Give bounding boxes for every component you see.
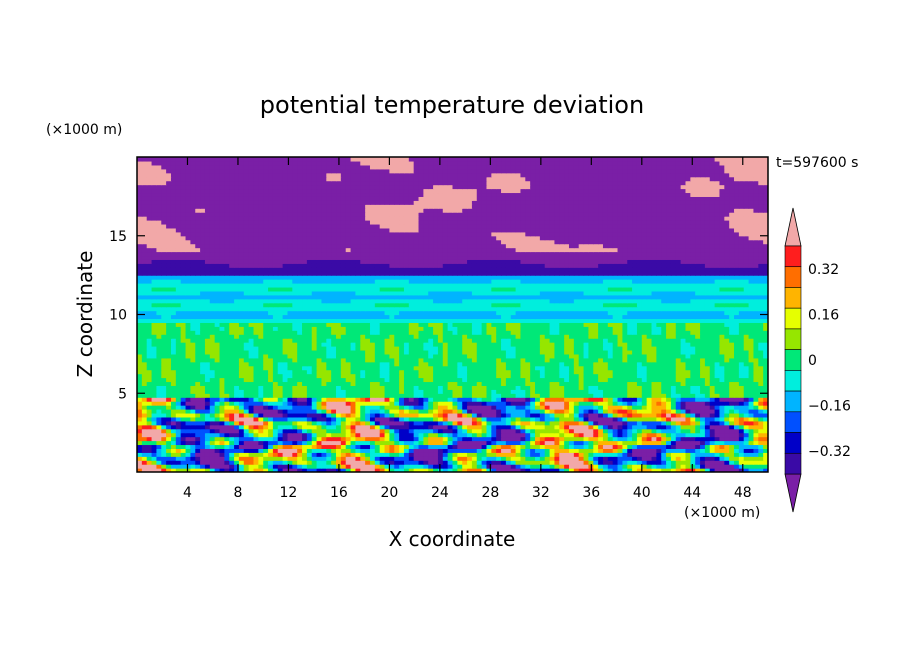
x-tick-label: 8 xyxy=(233,485,242,501)
colorbar-box xyxy=(784,370,802,392)
colorbar-box xyxy=(784,307,802,330)
x-tick-label: 16 xyxy=(330,485,348,501)
colorbar-extend-high xyxy=(784,207,802,247)
colorbar-box xyxy=(784,245,802,268)
x-tick-label: 32 xyxy=(532,485,550,501)
x-axis: 4 8 12 16 20 24 28 32 36 40 44 48 xyxy=(183,157,752,501)
chart-title: potential temperature deviation xyxy=(260,91,644,119)
x-tick-label: 28 xyxy=(481,485,499,501)
colorbar-box xyxy=(784,390,802,413)
y-tick-label: 10 xyxy=(109,308,127,324)
x-tick-label: 12 xyxy=(280,485,298,501)
colorbar-box xyxy=(784,411,802,433)
colorbar-box xyxy=(784,328,802,350)
colorbar-label: −0.32 xyxy=(808,444,851,460)
colorbar-box xyxy=(784,452,802,475)
y-tick-label: 15 xyxy=(109,229,127,245)
x-tick-label: 4 xyxy=(183,485,192,501)
colorbar-label: 0 xyxy=(808,353,817,369)
colorbar-label: −0.16 xyxy=(808,399,851,415)
x-axis-label: X coordinate xyxy=(389,527,516,551)
x-tick-label: 44 xyxy=(683,485,701,501)
colorbar-box xyxy=(784,432,802,454)
y-tick-label: 5 xyxy=(118,386,127,402)
y-axis-label: Z coordinate xyxy=(73,251,97,378)
x-tick-label: 20 xyxy=(380,485,398,501)
y-axis: 5 10 15 xyxy=(109,229,768,402)
x-tick-label: 40 xyxy=(633,485,651,501)
colorbar: 0.32 0.16 0 −0.16 −0.32 xyxy=(784,207,851,513)
x-tick-label: 24 xyxy=(431,485,449,501)
colorbar-box xyxy=(784,266,802,288)
colorbar-label: 0.16 xyxy=(808,307,839,323)
colorbar-box xyxy=(784,287,802,309)
time-label: t=597600 s xyxy=(776,155,858,171)
colorbar-box xyxy=(784,349,802,371)
y-unit-label: (×1000 m) xyxy=(46,122,122,138)
colorbar-label: 0.32 xyxy=(808,262,839,278)
contour-field xyxy=(137,157,768,472)
x-tick-label: 36 xyxy=(582,485,600,501)
colorbar-extend-low xyxy=(784,473,802,513)
x-tick-label: 48 xyxy=(734,485,752,501)
x-unit-label: (×1000 m) xyxy=(684,505,760,521)
